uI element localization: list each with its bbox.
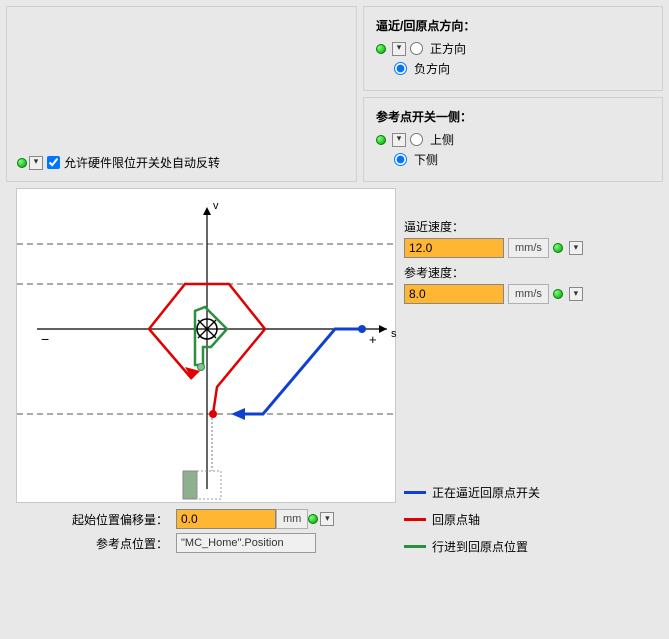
legend-swatch-blue [404,491,426,494]
svg-text:s: s [391,328,397,340]
start-offset-label: 起始位置偏移量： [16,511,176,528]
dropdown-btn[interactable] [392,133,406,147]
side-up-radio[interactable] [410,133,423,146]
approach-dir-title: 逼近/回原点方向： [376,17,650,34]
dir-negative-label: 负方向 [414,60,450,77]
start-offset-input[interactable] [176,509,276,529]
legend-green-label: 行进到回原点位置 [432,538,528,555]
hw-reverse-label: 允许硬件限位开关处自动反转 [64,154,220,171]
dropdown-btn[interactable] [569,241,583,255]
status-dot [308,514,318,524]
svg-text:+: + [369,332,377,347]
dir-negative-radio[interactable] [394,62,407,75]
approach-speed-unit: mm/s [508,238,549,258]
chart-svg: v s − + [17,189,397,504]
status-dot [553,243,563,253]
ref-speed-label: 参考速度： [404,264,663,281]
approach-speed-label: 逼近速度： [404,218,663,235]
status-dot [376,135,386,145]
dropdown-btn[interactable] [320,512,334,526]
dropdown-btn[interactable] [392,42,406,56]
ref-speed-input[interactable] [404,284,504,304]
approach-direction-panel: 逼近/回原点方向： 正方向 负方向 [363,6,663,91]
ref-side-title: 参考点开关一侧： [376,108,650,125]
homing-chart: v s − + [16,188,396,503]
side-up-label: 上侧 [430,131,454,148]
ref-pos-input[interactable] [176,533,316,553]
side-down-radio[interactable] [394,153,407,166]
hw-limit-panel: 允许硬件限位开关处自动反转 [6,6,357,182]
dropdown-btn[interactable] [569,287,583,301]
side-down-label: 下侧 [414,151,438,168]
ref-speed-unit: mm/s [508,284,549,304]
legend-swatch-red [404,518,426,521]
dir-positive-label: 正方向 [430,40,466,57]
ref-side-panel: 参考点开关一侧： 上侧 下侧 [363,97,663,182]
svg-text:v: v [213,200,219,212]
start-offset-unit: mm [276,509,308,529]
legend-red-label: 回原点轴 [432,511,480,528]
hw-reverse-checkbox[interactable] [47,156,60,169]
status-dot [376,44,386,54]
dropdown-btn[interactable] [29,156,43,170]
svg-text:−: − [41,331,49,347]
chart-legend: 正在逼近回原点开关 回原点轴 行进到回原点位置 [404,484,663,555]
ref-pos-label: 参考点位置： [16,535,176,552]
legend-blue-label: 正在逼近回原点开关 [432,484,540,501]
dir-positive-radio[interactable] [410,42,423,55]
status-dot [553,289,563,299]
legend-swatch-green [404,545,426,548]
approach-speed-input[interactable] [404,238,504,258]
status-dot [17,158,27,168]
